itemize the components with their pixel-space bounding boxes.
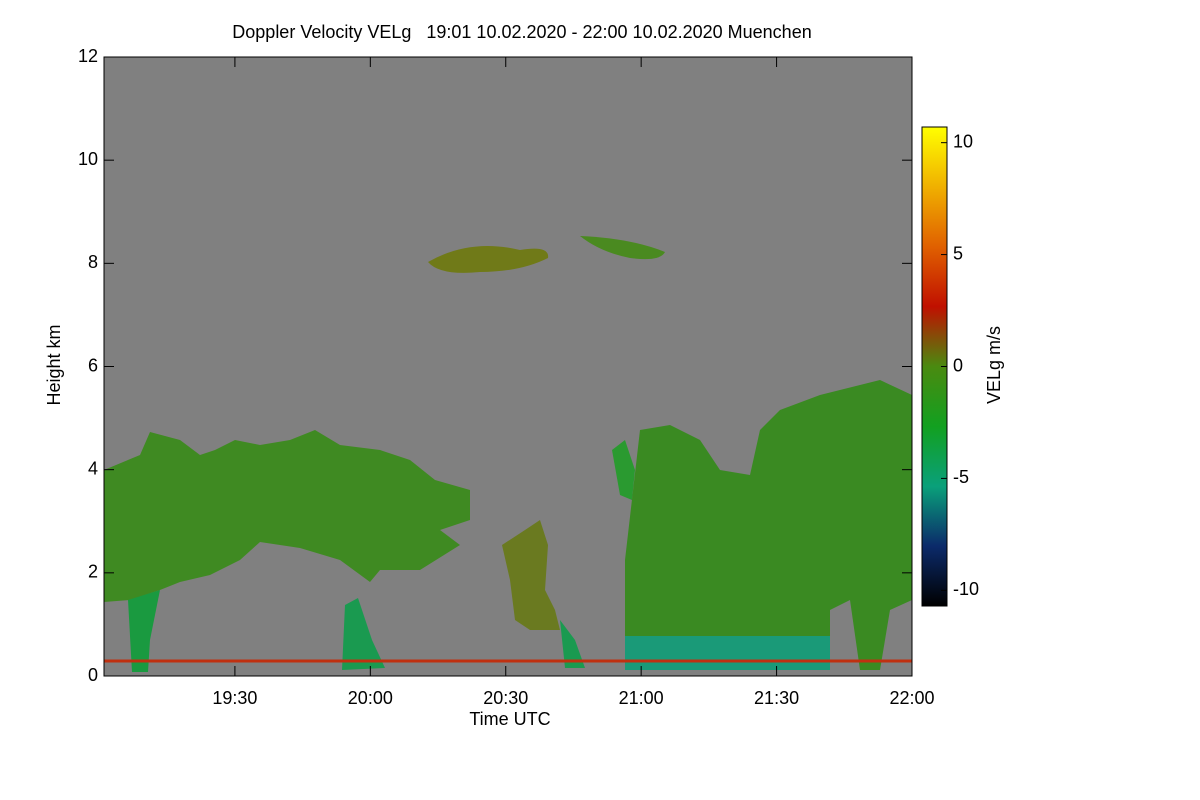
cloud-patch bbox=[580, 236, 665, 260]
y-tick-label: 0 bbox=[88, 665, 98, 685]
colorbar-label: VELg m/s bbox=[984, 326, 1004, 404]
y-tick-label: 12 bbox=[78, 46, 98, 66]
cloud-layer bbox=[104, 430, 470, 602]
y-tick-label: 2 bbox=[88, 562, 98, 582]
x-tick-label: 20:30 bbox=[483, 688, 528, 708]
x-tick-label: 21:30 bbox=[754, 688, 799, 708]
fall-streak bbox=[560, 620, 585, 668]
y-tick-label: 8 bbox=[88, 252, 98, 272]
x-tick-label: 20:00 bbox=[348, 688, 393, 708]
colorbar-tick-label: 5 bbox=[953, 243, 963, 263]
fall-streak bbox=[342, 598, 385, 670]
x-tick-label: 21:00 bbox=[619, 688, 664, 708]
colorbar-tick-label: -5 bbox=[953, 467, 969, 487]
colorbar-tick-label: 10 bbox=[953, 131, 973, 151]
colorbar-tick-label: -10 bbox=[953, 579, 979, 599]
fall-streak bbox=[128, 590, 160, 672]
cloud-layer bbox=[625, 380, 912, 670]
cloud-patch bbox=[502, 520, 560, 630]
x-tick-label: 22:00 bbox=[889, 688, 934, 708]
y-tick-label: 4 bbox=[88, 458, 98, 478]
y-axis-label: Height km bbox=[44, 324, 64, 405]
y-tick-label: 10 bbox=[78, 149, 98, 169]
x-tick-label: 19:30 bbox=[212, 688, 257, 708]
chart-title: Doppler Velocity VELg 19:01 10.02.2020 -… bbox=[232, 22, 811, 42]
y-tick-label: 6 bbox=[88, 355, 98, 375]
colorbar-tick-label: 0 bbox=[953, 355, 963, 375]
x-axis-label: Time UTC bbox=[469, 709, 550, 729]
rain-band bbox=[625, 636, 830, 670]
echo-field bbox=[104, 236, 912, 672]
cloud-patch bbox=[612, 440, 635, 500]
cloud-patch bbox=[428, 246, 549, 273]
